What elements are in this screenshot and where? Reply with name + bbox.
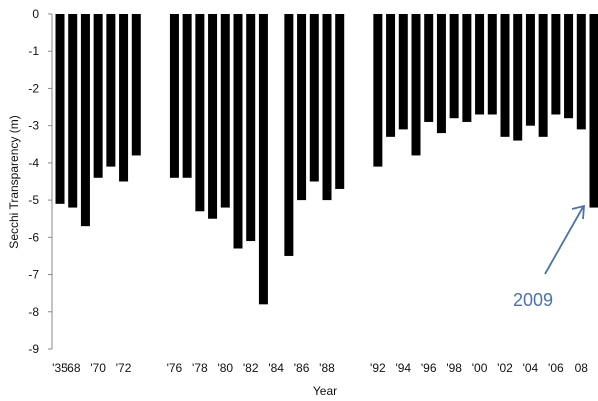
bar-06	[551, 14, 561, 115]
bar-79	[208, 14, 218, 219]
x-tick-label: '76	[167, 361, 183, 375]
x-tick-label: '00	[472, 361, 488, 375]
x-axis: '35'68 '70 '72 '76 '78 '80 '82 '84 '86 '88 '92 '94 '…	[52, 361, 588, 375]
bar-77	[182, 14, 192, 178]
y-tick-label: -2	[28, 81, 39, 95]
y-tick-label: -9	[28, 342, 39, 356]
x-tick-label: '78	[192, 361, 208, 375]
x-tick-label: '96	[421, 361, 437, 375]
bar-89	[335, 14, 345, 189]
x-tick-label: '35	[52, 361, 68, 375]
bar-81	[233, 14, 243, 249]
y-tick-label: -7	[28, 268, 39, 282]
x-tick-label: '70	[90, 361, 106, 375]
x-tick-label: 08	[575, 361, 589, 375]
bar-01	[487, 14, 497, 115]
bar-71	[106, 14, 116, 167]
bars-group	[55, 14, 598, 305]
x-tick-label: '80	[217, 361, 233, 375]
bar-92	[373, 14, 383, 167]
x-tick-label: '86	[294, 361, 310, 375]
x-tick-label: '92	[370, 361, 386, 375]
bar-99	[462, 14, 472, 122]
x-tick-label: '82	[243, 361, 259, 375]
bar-82	[246, 14, 256, 242]
y-tick-label: -6	[28, 230, 39, 244]
bar-08	[576, 14, 586, 130]
bar-68	[68, 14, 78, 208]
bar-88	[322, 14, 332, 201]
bar-2009	[589, 14, 598, 208]
bar-04	[525, 14, 535, 126]
annotation-label: 2009	[513, 290, 553, 310]
y-tick-label: -5	[28, 193, 39, 207]
x-tick-label: '72	[116, 361, 132, 375]
x-tick-label: '98	[446, 361, 462, 375]
y-tick-label: -8	[28, 305, 39, 319]
annotation: 2009	[513, 204, 585, 310]
bar-72	[119, 14, 129, 182]
bar-95	[411, 14, 421, 156]
x-tick-label: '88	[319, 361, 335, 375]
bar-35	[55, 14, 65, 204]
y-axis-title: Secchi Transparency (m)	[7, 115, 21, 248]
bar-80	[220, 14, 230, 208]
bar-76	[169, 14, 179, 178]
y-tick-label: -3	[28, 119, 39, 133]
x-tick-label: '68	[65, 361, 81, 375]
bar-98	[449, 14, 459, 119]
annotation-arrow	[544, 206, 584, 275]
bar-05	[538, 14, 548, 137]
x-tick-label: '02	[497, 361, 513, 375]
bar-87	[309, 14, 319, 182]
x-tick-label: '04	[523, 361, 539, 375]
annotation-arrowhead	[571, 204, 585, 220]
bar-02	[500, 14, 510, 137]
x-tick-label: '84	[268, 361, 284, 375]
bar-85	[284, 14, 294, 256]
bar-83	[258, 14, 268, 305]
y-tick-label: -1	[28, 44, 39, 58]
bar-97	[436, 14, 446, 134]
bar-70	[93, 14, 103, 178]
y-axis: 0 -1 -2 -3 -4 -5 -6 -7 -8 -9	[28, 7, 52, 356]
bar-07	[564, 14, 574, 119]
bar-69	[80, 14, 90, 227]
bar-86	[297, 14, 307, 201]
bar-03	[513, 14, 523, 141]
x-axis-title: Year	[313, 384, 337, 398]
x-tick-label: '94	[395, 361, 411, 375]
bar-93	[386, 14, 396, 137]
x-tick-label: '06	[548, 361, 564, 375]
bar-96	[424, 14, 434, 122]
bar-78	[195, 14, 205, 212]
bar-00	[475, 14, 485, 115]
bar-94	[398, 14, 408, 130]
y-tick-label: 0	[32, 7, 39, 21]
y-tick-label: -4	[28, 156, 39, 170]
bar-73	[131, 14, 141, 156]
